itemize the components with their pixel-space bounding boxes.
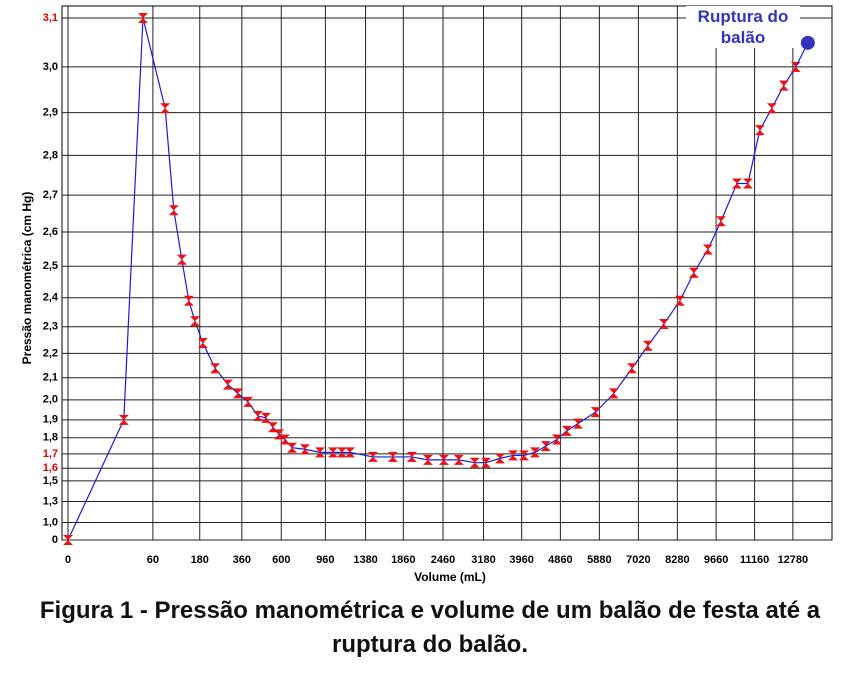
marker bbox=[731, 178, 742, 189]
marker bbox=[702, 244, 713, 255]
x-tick-label: 180 bbox=[191, 554, 209, 566]
y-tick-label: 1,6 bbox=[43, 462, 58, 474]
y-tick-label: 3,1 bbox=[43, 12, 58, 24]
x-tick-label: 1860 bbox=[391, 554, 415, 566]
marker bbox=[551, 434, 562, 445]
marker bbox=[766, 103, 777, 114]
y-tick-label: 2,0 bbox=[43, 394, 58, 406]
marker bbox=[260, 412, 271, 423]
x-tick-label: 1380 bbox=[353, 554, 377, 566]
marker bbox=[540, 441, 551, 452]
marker bbox=[299, 444, 310, 455]
marker bbox=[438, 454, 449, 465]
marker bbox=[336, 447, 347, 458]
marker bbox=[494, 453, 505, 464]
y-tick-label: 0 bbox=[52, 534, 58, 546]
x-tick-label: 3960 bbox=[509, 554, 533, 566]
marker bbox=[422, 454, 433, 465]
x-tick-label: 0 bbox=[65, 554, 71, 566]
marker bbox=[590, 407, 601, 418]
marker bbox=[715, 216, 726, 227]
marker bbox=[406, 451, 417, 462]
marker bbox=[118, 414, 129, 425]
marker bbox=[674, 295, 685, 306]
marker bbox=[210, 363, 221, 374]
y-tick-label: 1,0 bbox=[43, 516, 58, 528]
x-tick-label: 9660 bbox=[704, 554, 728, 566]
x-tick-label: 360 bbox=[233, 554, 251, 566]
marker bbox=[453, 454, 464, 465]
y-tick-label: 1,9 bbox=[43, 414, 58, 426]
x-axis-title: Volume (mL) bbox=[414, 570, 486, 584]
marker bbox=[252, 410, 263, 421]
rupture-point bbox=[800, 35, 815, 50]
marker bbox=[63, 535, 73, 545]
y-tick-label: 2,7 bbox=[43, 189, 58, 201]
x-tick-label: 60 bbox=[147, 554, 159, 566]
marker bbox=[327, 447, 338, 458]
x-tick-label: 960 bbox=[316, 554, 334, 566]
marker bbox=[561, 425, 572, 436]
y-tick-label: 1,5 bbox=[43, 475, 58, 487]
marker bbox=[287, 442, 298, 453]
marker bbox=[518, 450, 529, 461]
x-tick-label: 600 bbox=[272, 554, 290, 566]
marker bbox=[688, 267, 699, 278]
y-tick-label: 1,8 bbox=[43, 432, 58, 444]
marker bbox=[168, 205, 179, 216]
x-tick-label: 8280 bbox=[665, 554, 689, 566]
chart: Pressão manométrica (cm Hg) Volume (mL) … bbox=[20, 5, 833, 584]
y-tick-label: 1,3 bbox=[43, 495, 58, 507]
plot-frame bbox=[61, 5, 833, 541]
x-tick-label: 5880 bbox=[587, 554, 611, 566]
marker bbox=[344, 447, 355, 458]
marker bbox=[658, 319, 669, 330]
marker bbox=[273, 429, 284, 440]
y-tick-label: 2,4 bbox=[43, 292, 59, 304]
marker bbox=[183, 295, 194, 306]
x-tick-label: 11160 bbox=[740, 554, 769, 566]
y-tick-label: 2,5 bbox=[43, 260, 58, 272]
marker bbox=[529, 447, 540, 458]
marker bbox=[480, 457, 491, 468]
x-tick-label: 3180 bbox=[471, 554, 495, 566]
annotation: Ruptura do balão bbox=[686, 6, 800, 48]
marker bbox=[189, 316, 200, 327]
marker bbox=[608, 388, 619, 399]
x-tick-label: 12780 bbox=[778, 554, 809, 566]
marker bbox=[387, 451, 398, 462]
caption: Figura 1 - Pressão manométrica e volume … bbox=[39, 597, 821, 658]
marker bbox=[778, 80, 789, 91]
marker bbox=[754, 125, 765, 136]
y-tick-label: 2,1 bbox=[43, 372, 58, 384]
marker bbox=[176, 254, 187, 265]
x-tick-label: 4860 bbox=[548, 554, 572, 566]
y-tick-label: 1,7 bbox=[43, 448, 58, 460]
y-tick-label: 3,0 bbox=[43, 61, 58, 73]
x-tick-label: 7020 bbox=[626, 554, 650, 566]
marker bbox=[367, 451, 378, 462]
x-tick-label: 2460 bbox=[431, 554, 455, 566]
y-tick-label: 2,3 bbox=[43, 321, 58, 333]
marker bbox=[742, 178, 753, 189]
y-axis-title: Pressão manométrica (cm Hg) bbox=[20, 192, 34, 365]
marker bbox=[232, 388, 243, 399]
marker bbox=[197, 338, 208, 349]
marker bbox=[314, 447, 325, 458]
marker bbox=[627, 363, 638, 374]
y-tick-label: 2,9 bbox=[43, 107, 58, 119]
marker bbox=[469, 457, 480, 468]
y-tick-label: 2,2 bbox=[43, 347, 58, 359]
marker bbox=[508, 450, 519, 461]
marker bbox=[642, 340, 653, 351]
y-tick-label: 2,6 bbox=[43, 226, 58, 238]
y-tick-label: 2,8 bbox=[43, 149, 58, 161]
marker bbox=[243, 396, 254, 407]
marker bbox=[222, 379, 233, 390]
marker bbox=[137, 13, 148, 23]
marker bbox=[279, 434, 290, 445]
marker bbox=[160, 103, 171, 114]
marker bbox=[572, 418, 583, 429]
